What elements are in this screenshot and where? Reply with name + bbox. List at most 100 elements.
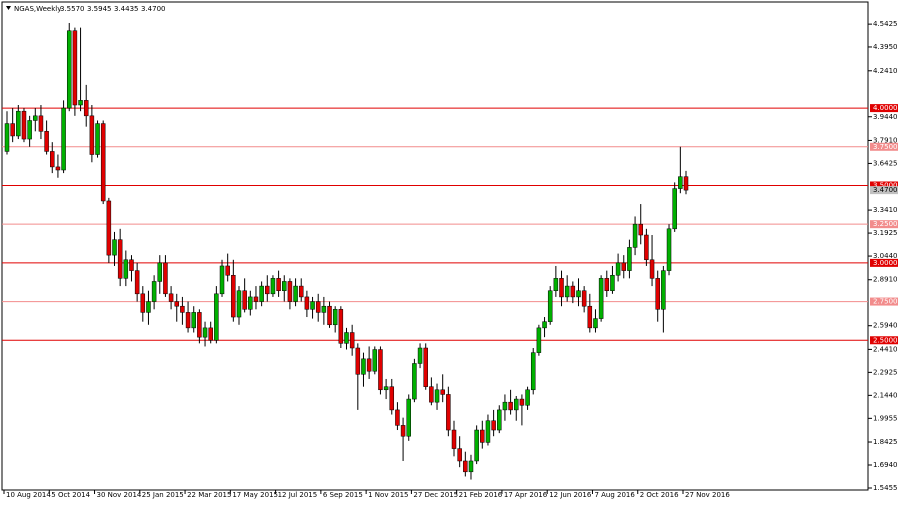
candle-body: [151, 281, 157, 302]
candle-body: [389, 386, 395, 411]
candle-body: [259, 285, 264, 302]
y-tick-label: 1.9955: [873, 414, 898, 422]
candle-body: [38, 115, 44, 132]
y-tick-label: 2.2925: [873, 368, 898, 376]
candle-body: [315, 301, 321, 313]
level-label-box: [870, 258, 898, 267]
candle-body: [253, 296, 259, 302]
candle-body: [10, 123, 15, 137]
last-price-label: 3.4700: [873, 186, 898, 194]
candle-body: [463, 460, 468, 473]
y-tick-label: 2.8910: [873, 276, 898, 284]
candle-body: [672, 188, 677, 230]
last-price-box: [870, 186, 898, 195]
y-tick-label: 1.5455: [873, 484, 898, 492]
candle-body: [378, 349, 383, 391]
candle-body: [383, 386, 389, 391]
candle-body: [66, 30, 72, 109]
candle-body: [400, 425, 406, 437]
candle-body: [349, 332, 355, 349]
candle-body: [519, 398, 525, 406]
candle-body: [429, 386, 434, 403]
candle-body: [423, 347, 428, 387]
candle-body: [140, 293, 146, 313]
candle-body: [514, 398, 519, 411]
candle-body: [480, 429, 485, 443]
candle-body: [89, 115, 95, 155]
candle-body: [236, 290, 242, 318]
candle-body: [61, 107, 66, 171]
candle-body: [446, 394, 451, 431]
candle-body: [593, 318, 598, 329]
candle-body: [683, 176, 689, 191]
y-tick-label: 4.5425: [873, 20, 898, 28]
candle-body: [270, 278, 276, 295]
candle-body: [542, 321, 547, 329]
candle-body: [587, 305, 593, 329]
candle-body: [197, 312, 202, 338]
candle-body: [344, 332, 349, 344]
candle-body: [644, 234, 649, 261]
header-open: 3.5570: [60, 5, 85, 13]
y-tick-label: 2.1440: [873, 391, 898, 399]
candle-body: [525, 389, 530, 406]
menu-arrow: [6, 6, 11, 10]
candle-body: [95, 123, 100, 155]
candle-body: [100, 123, 106, 202]
candle-body: [50, 151, 55, 168]
candle-body: [248, 296, 253, 310]
level-label-box: [870, 104, 898, 113]
candle-body: [468, 460, 474, 473]
candle-body: [508, 401, 513, 411]
y-tick-label: 1.8425: [873, 438, 898, 446]
x-tick-label: 2 Oct 2016: [640, 491, 679, 499]
y-tick-label: 2.4410: [873, 345, 898, 353]
candle-body: [33, 115, 38, 121]
header-close: 3.4700: [141, 5, 166, 13]
level-label-box: [870, 142, 898, 151]
level-label: 2.5000: [873, 336, 898, 344]
x-tick-label: 1 Nov 2015: [368, 491, 408, 499]
candle-body: [678, 176, 683, 189]
candle-body: [598, 278, 604, 319]
candle-body: [338, 309, 344, 344]
candle-body: [168, 293, 174, 302]
candle-body: [293, 285, 298, 302]
y-tick-label: 2.5940: [873, 322, 898, 330]
candle-body: [632, 223, 638, 248]
level-label-box: [870, 297, 898, 306]
candle-body: [112, 239, 117, 256]
y-tick-label: 3.0440: [873, 252, 898, 260]
x-tick-label: 25 Jan 2015: [142, 491, 184, 499]
candle-body: [457, 448, 462, 462]
level-label: 3.0000: [873, 259, 898, 267]
plot-frame: [1, 1, 869, 491]
candle-body: [231, 275, 236, 318]
candle-body: [321, 305, 327, 313]
candle-body: [417, 347, 423, 364]
candle-body: [649, 259, 655, 279]
level-label: 3.5000: [873, 181, 898, 189]
level-label: 3.2500: [873, 220, 898, 228]
candle-body: [530, 352, 536, 391]
candle-body: [451, 429, 457, 449]
candle-body: [214, 293, 219, 341]
candle-body: [627, 247, 632, 271]
candle-body: [536, 327, 542, 353]
candle-body: [412, 363, 417, 400]
x-tick-label: 27 Nov 2016: [685, 491, 730, 499]
candle-body: [332, 309, 338, 326]
candle-body: [621, 262, 627, 271]
candle-body: [4, 123, 10, 152]
candle-body: [134, 270, 140, 295]
candle-body: [180, 305, 185, 313]
candle-body: [395, 409, 400, 426]
candle-body: [440, 389, 445, 395]
candle-body: [570, 285, 576, 298]
candle-body: [655, 278, 660, 310]
header-high: 3.5945: [87, 5, 112, 13]
candle-body: [298, 285, 304, 298]
candle-body: [146, 301, 151, 313]
candle-body: [581, 290, 587, 307]
